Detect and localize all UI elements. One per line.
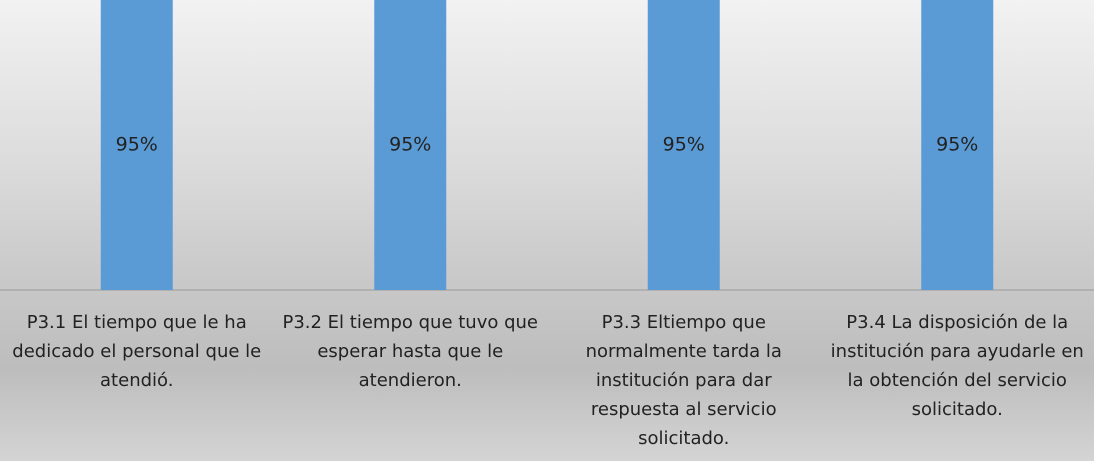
value-label: 95% xyxy=(936,134,978,156)
x-tick-label: P3.4 La disposición de la institución pa… xyxy=(823,308,1091,424)
x-tick-label: P3.3 Eltiempo que normalmente tarda la i… xyxy=(550,308,818,453)
value-label: 95% xyxy=(663,134,705,156)
value-label: 95% xyxy=(116,134,158,156)
value-label: 95% xyxy=(389,134,431,156)
x-tick-label: P3.1 El tiempo que le ha dedicado el per… xyxy=(3,308,271,395)
chart: 95% 95% 95% 95% P3.1 El tiempo que le ha de… xyxy=(0,0,1094,461)
x-tick-label: P3.2 El tiempo que tuvo que esperar hast… xyxy=(276,308,544,395)
